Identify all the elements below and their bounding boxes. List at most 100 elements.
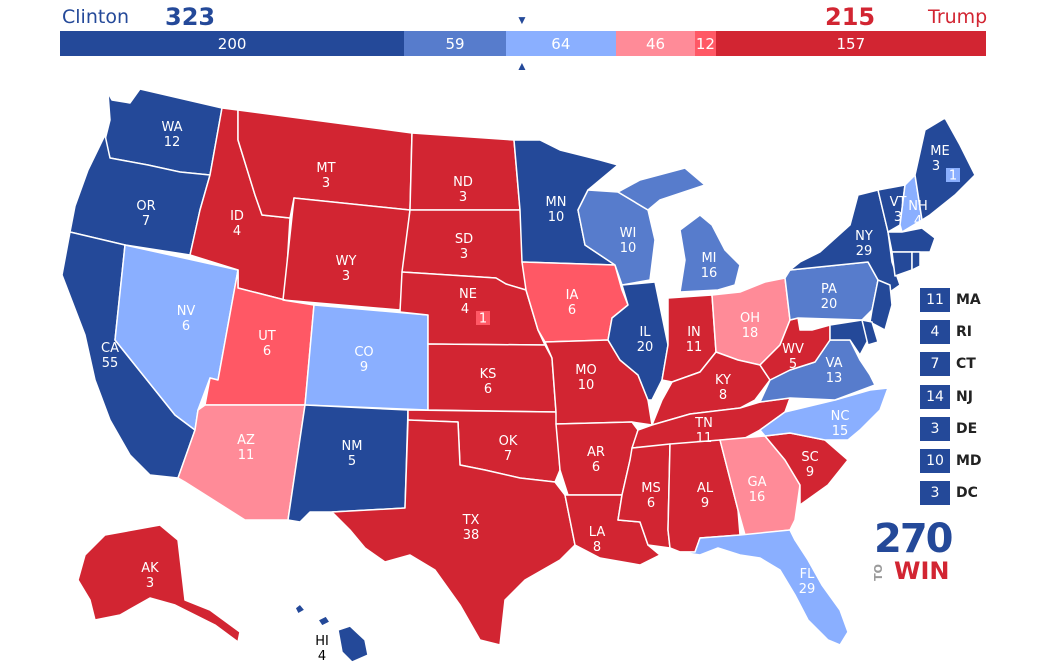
small-state-label-MA: MA [956,292,981,308]
state-label-PA: PA [821,282,837,297]
270towin-logo: 270 TO WIN [872,518,954,585]
small-state-ev-MD[interactable]: 10 [920,449,950,473]
state-ev-NM: 5 [348,454,356,469]
state-ev-MO: 10 [578,378,595,393]
electoral-vote-bar: 200 59 64 46 12 157 [60,31,986,56]
state-ev-NV: 6 [182,319,190,334]
state-ev-KY: 8 [719,388,727,403]
state-HI[interactable] [294,603,369,663]
state-label-WI: WI [620,226,637,241]
state-ev-VT: 3 [894,210,902,225]
small-state-ev-DE[interactable]: 3 [920,417,950,441]
small-state-label-DC: DC [956,485,978,501]
state-label-MI: MI [701,251,716,266]
district-box-ME[interactable] [946,168,960,182]
state-label-IL: IL [639,325,651,340]
clinton-electoral-total: 323 [165,3,216,31]
small-state-ev-RI[interactable]: 4 [920,320,950,344]
state-label-KY: KY [715,373,731,388]
state-NJ[interactable] [869,279,893,331]
state-IL[interactable] [607,281,669,401]
state-ev-OK: 7 [504,449,512,464]
state-label-WA: WA [161,120,182,135]
state-ev-ME: 3 [932,159,940,174]
state-label-NE: NE [459,287,477,302]
state-label-TN: TN [694,416,713,431]
state-label-VA: VA [826,356,843,371]
state-label-NC: NC [831,409,850,424]
state-ev-AK: 3 [146,576,154,591]
state-label-GA: GA [748,475,767,490]
state-WV[interactable] [759,317,831,381]
state-MI[interactable] [617,167,741,293]
state-ev-IL: 20 [637,340,654,355]
state-MA[interactable] [887,227,936,253]
state-label-SD: SD [455,232,473,247]
state-ev-MI: 16 [701,266,718,281]
state-FL[interactable] [679,529,849,646]
ev-segment-safe-trump: 157 [715,31,986,56]
logo-win: WIN [894,557,950,585]
district-box-NE[interactable] [476,311,490,325]
state-ev-OR: 7 [142,214,150,229]
state-ev-SD: 3 [460,247,468,262]
small-state-ev-NJ[interactable]: 14 [920,385,950,409]
state-NC[interactable] [759,387,889,441]
state-label-LA: LA [589,525,606,540]
state-ev-WI: 10 [620,241,637,256]
state-label-UT: UT [258,329,276,344]
state-label-HI: HI [315,634,329,649]
state-label-MT: MT [316,161,335,176]
small-state-ev-DC[interactable]: 3 [920,481,950,505]
state-ev-MN: 10 [548,210,565,225]
state-ev-NY: 29 [856,244,873,259]
state-ev-ND: 3 [459,190,467,205]
state-ev-NC: 15 [832,424,849,439]
state-ev-KS: 6 [484,382,492,397]
state-ev-MS: 6 [647,496,655,511]
state-ev-WV: 5 [789,357,797,372]
state-label-FL: FL [800,567,815,582]
270-marker-top-icon: ▼ [516,13,528,27]
state-label-MN: MN [546,195,567,210]
trump-name: Trump [928,6,988,28]
state-label-WV: WV [782,342,804,357]
state-label-OK: OK [499,434,518,449]
state-label-NY: NY [855,229,873,244]
small-state-ev-MA[interactable]: 11 [920,288,950,312]
state-label-OR: OR [136,199,155,214]
state-label-SC: SC [801,450,818,465]
state-ev-GA: 16 [749,490,766,505]
state-AK[interactable] [77,524,241,643]
state-ev-ID: 4 [233,224,241,239]
state-RI[interactable] [911,251,921,271]
state-TX[interactable] [331,419,576,646]
state-ev-TN: 11 [696,431,713,446]
state-label-ID: ID [230,209,244,224]
state-label-AR: AR [587,445,605,460]
district-ev-NE: 1 [479,312,487,327]
state-label-TX: TX [462,513,480,528]
state-ev-FL: 29 [799,582,816,597]
state-ev-HI: 4 [318,649,326,664]
state-CT[interactable] [891,251,913,277]
ev-segment-leans-clinton: 64 [505,31,616,56]
small-state-label-RI: RI [956,324,972,340]
state-label-NV: NV [177,304,196,319]
state-ev-IA: 6 [568,303,576,318]
district-ev-ME: 1 [949,169,957,184]
state-ME[interactable] [914,117,976,221]
state-label-KS: KS [480,367,497,382]
state-label-CO: CO [354,345,373,360]
state-ev-AR: 6 [592,460,600,475]
small-state-label-CT: CT [956,356,976,372]
state-DE[interactable] [861,319,879,346]
state-NE[interactable] [399,271,546,346]
small-state-ev-CT[interactable]: 7 [920,352,950,376]
state-ev-VA: 13 [826,371,843,386]
state-WI[interactable] [577,189,656,286]
state-label-OH: OH [740,311,760,326]
state-ev-AL: 9 [701,496,709,511]
state-label-AZ: AZ [237,433,255,448]
state-label-NH: NH [908,199,928,214]
